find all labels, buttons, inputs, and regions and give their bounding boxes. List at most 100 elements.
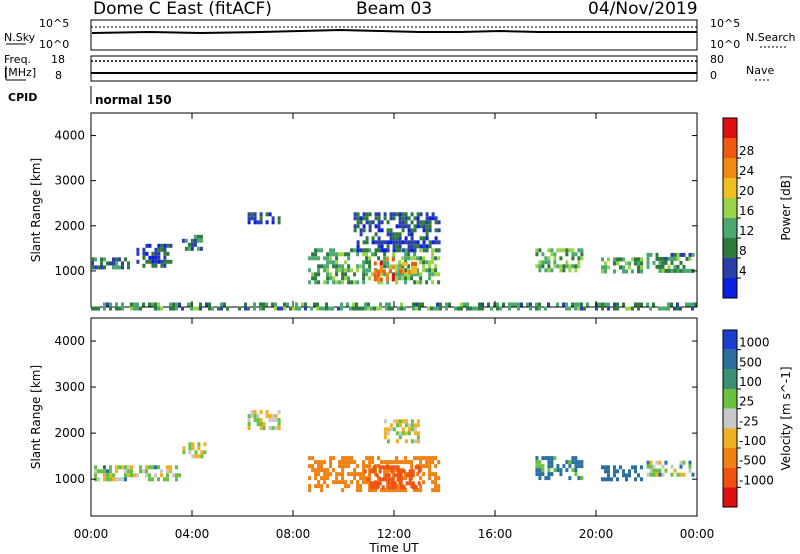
- echo-cell: [580, 460, 584, 465]
- echo-cell: [365, 256, 369, 261]
- echo-cell: [413, 272, 417, 277]
- echo-cell: [347, 276, 351, 281]
- echo-cell: [425, 456, 429, 461]
- echo-cell: [670, 260, 674, 265]
- echo-cell: [676, 302, 679, 307]
- echo-cell: [341, 472, 345, 477]
- echo-cell: [419, 260, 423, 265]
- echo-cell: [395, 272, 399, 277]
- echo-cell: [308, 280, 312, 285]
- echo-cell: [169, 302, 172, 307]
- echo-cell: [311, 272, 315, 277]
- echo-cell: [673, 306, 676, 311]
- echo-cell: [428, 464, 432, 469]
- echo-cell: [568, 464, 572, 469]
- echo-cell: [384, 477, 388, 482]
- echo-cell: [410, 460, 414, 465]
- echo-cell: [286, 302, 289, 307]
- echo-cell: [434, 240, 438, 245]
- colorbar-label: Velocity [m s^-1]: [779, 366, 793, 470]
- echo-cell: [415, 302, 418, 307]
- echo-cell: [124, 473, 127, 478]
- echo-cell: [392, 212, 396, 217]
- echo-cell: [401, 272, 405, 277]
- echo-cell: [419, 236, 423, 241]
- echo-cell: [160, 263, 164, 268]
- echo-cell: [133, 306, 136, 311]
- echo-cell: [133, 302, 136, 307]
- echo-cell: [421, 302, 424, 307]
- echo-cell: [308, 456, 312, 461]
- echo-cell: [368, 276, 372, 281]
- echo-cell: [601, 306, 604, 311]
- echo-cell: [387, 485, 391, 490]
- echo-cell: [220, 302, 223, 307]
- echo-cell: [550, 248, 554, 253]
- echo-cell: [565, 252, 569, 257]
- echo-cell: [377, 212, 381, 217]
- echo-cell: [383, 240, 387, 245]
- echo-cell: [613, 302, 616, 307]
- echo-cell: [408, 269, 411, 274]
- echo-cell: [404, 248, 408, 253]
- echo-cell: [538, 472, 542, 477]
- echo-cell: [601, 477, 604, 482]
- echo-cell: [410, 228, 414, 233]
- echo-cell: [670, 464, 674, 469]
- echo-cell: [157, 259, 161, 264]
- colorbar-tick-label: 4: [739, 264, 747, 278]
- echo-cell: [436, 302, 439, 307]
- echo-cell: [329, 256, 333, 261]
- colorbar-tick-label: -1000: [739, 473, 774, 487]
- echo-cell: [544, 306, 547, 311]
- echo-cell: [344, 260, 348, 265]
- echo-cell: [413, 216, 417, 221]
- echo-cell: [613, 269, 616, 274]
- echo-cell: [661, 268, 665, 273]
- echo-cell: [121, 306, 124, 311]
- echo-cell: [571, 264, 575, 269]
- echo-cell: [380, 280, 384, 285]
- echo-cell: [338, 480, 342, 485]
- echo-cell: [419, 488, 423, 493]
- echo-cell: [178, 473, 181, 478]
- echo-cell: [274, 426, 278, 431]
- echo-cell: [352, 306, 355, 311]
- echo-cell: [688, 302, 691, 307]
- echo-cell: [577, 460, 581, 465]
- echo-cell: [646, 302, 649, 307]
- echo-cell: [413, 439, 417, 444]
- echo-cell: [367, 302, 370, 307]
- echo-cell: [390, 465, 394, 470]
- echo-cell: [559, 248, 563, 253]
- echo-cell: [407, 244, 411, 249]
- echo-cell: [373, 277, 377, 282]
- echo-cell: [401, 488, 405, 493]
- echo-cell: [407, 431, 411, 436]
- echo-cell: [361, 306, 364, 311]
- echo-cell: [389, 216, 393, 221]
- echo-cell: [583, 306, 586, 311]
- echo-cell: [193, 306, 196, 311]
- echo-cell: [622, 265, 625, 270]
- echo-cell: [118, 477, 121, 482]
- echo-cell: [295, 306, 298, 311]
- echo-cell: [388, 306, 391, 311]
- echo-cell: [640, 465, 643, 470]
- echo-cell: [422, 248, 426, 253]
- echo-cell: [376, 277, 380, 282]
- echo-cell: [401, 431, 405, 436]
- echo-cell: [359, 220, 363, 225]
- echo-cell: [398, 276, 402, 281]
- echo-cell: [628, 261, 631, 266]
- echo-cell: [151, 263, 155, 268]
- echo-cell: [356, 480, 360, 485]
- echo-cell: [445, 302, 448, 307]
- echo-cell: [163, 247, 167, 252]
- echo-cell: [425, 236, 429, 241]
- echo-cell: [386, 488, 390, 493]
- echo-cell: [136, 473, 139, 478]
- echo-cell: [398, 240, 402, 245]
- echo-cell: [317, 468, 321, 473]
- echo-cell: [329, 252, 333, 257]
